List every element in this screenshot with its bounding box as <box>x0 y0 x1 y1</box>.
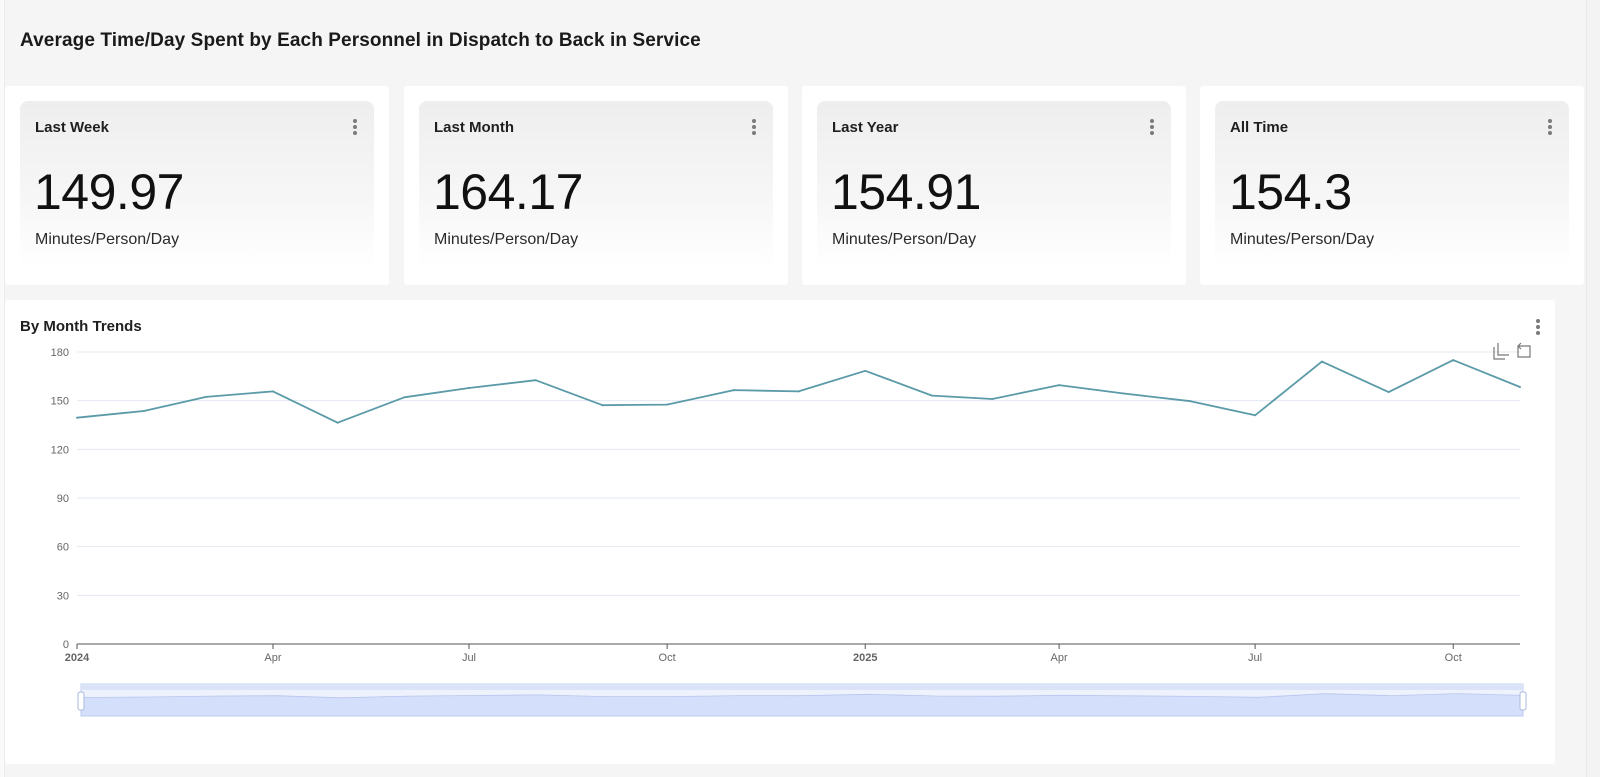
kpi-card-last-month: Last Month 164.17 Minutes/Person/Day <box>419 101 773 269</box>
card-unit: Minutes/Person/Day <box>434 231 579 248</box>
data-point <box>205 395 208 398</box>
card-unit: Minutes/Person/Day <box>1230 231 1375 248</box>
card-unit: Minutes/Person/Day <box>832 231 977 248</box>
card-title: All Time <box>1230 119 1289 136</box>
data-point <box>666 403 669 406</box>
data-zoom-handle-right[interactable] <box>1519 691 1527 711</box>
y-tick-label: 180 <box>51 347 69 359</box>
data-point <box>403 396 406 399</box>
card-unit: Minutes/Person/Day <box>35 231 180 248</box>
card-last-month-panel: Last Month 164.17 Minutes/Person/Day <box>404 86 788 285</box>
card-value: 154.91 <box>831 164 981 220</box>
data-point <box>1058 384 1061 387</box>
card-value: 164.17 <box>433 164 583 220</box>
y-tick-label: 60 <box>57 542 69 554</box>
x-tick-label: Apr <box>1051 652 1068 664</box>
data-point <box>1122 392 1125 395</box>
y-tick-label: 150 <box>51 396 69 408</box>
y-tick-label: 90 <box>57 493 69 505</box>
chart-more-options-icon[interactable] <box>1533 318 1543 336</box>
chart-title: By Month Trends <box>20 318 142 335</box>
data-point <box>76 416 78 419</box>
more-options-icon[interactable] <box>1147 118 1157 136</box>
data-zoom-preview <box>80 693 1524 717</box>
card-title: Last Year <box>832 119 899 136</box>
card-title: Last Month <box>434 119 514 136</box>
data-point <box>1189 400 1192 403</box>
page-title: Average Time/Day Spent by Each Personnel… <box>20 30 701 51</box>
y-tick-label: 120 <box>51 444 69 456</box>
x-tick-label: 2025 <box>853 652 877 664</box>
right-scrollbar[interactable] <box>1586 0 1600 777</box>
card-value: 154.3 <box>1229 164 1352 220</box>
card-value: 149.97 <box>34 164 184 220</box>
data-point <box>931 394 934 397</box>
data-point <box>142 410 145 413</box>
data-point <box>534 379 537 382</box>
more-options-icon[interactable] <box>1545 118 1555 136</box>
zoom-reset-icon[interactable] <box>1517 342 1531 358</box>
data-point <box>336 421 339 424</box>
kpi-card-last-week: Last Week 149.97 Minutes/Person/Day <box>20 101 374 269</box>
more-options-icon[interactable] <box>749 118 759 136</box>
data-zoom-icon[interactable] <box>1493 343 1509 360</box>
data-point <box>1452 359 1455 362</box>
data-zoom-handle-left[interactable] <box>77 691 85 711</box>
data-point <box>1254 414 1257 417</box>
data-zoom-move-bar[interactable] <box>81 684 1523 690</box>
more-options-icon[interactable] <box>350 118 360 136</box>
data-point <box>467 387 470 390</box>
kpi-card-all-time: All Time 154.3 Minutes/Person/Day <box>1215 101 1569 269</box>
data-point <box>732 389 735 392</box>
data-point <box>271 390 274 393</box>
data-point <box>991 398 994 401</box>
data-point <box>1320 360 1323 363</box>
x-tick-label: 2024 <box>65 652 90 664</box>
left-border <box>0 0 5 777</box>
data-point <box>797 390 800 393</box>
data-point <box>864 369 867 372</box>
data-point <box>601 404 604 407</box>
x-tick-label: Apr <box>264 652 281 664</box>
x-tick-label: Jul <box>1248 652 1262 664</box>
card-last-year-panel: Last Year 154.91 Minutes/Person/Day <box>802 86 1186 285</box>
x-tick-label: Jul <box>462 652 476 664</box>
y-tick-label: 0 <box>63 639 69 651</box>
trend-chart: 0 30 60 90 120 150 180 2024 Apr Jul Oct 2025 Apr Jul O… <box>51 342 1531 717</box>
kpi-card-last-year: Last Year 154.91 Minutes/Person/Day <box>817 101 1171 269</box>
y-tick-label: 30 <box>57 590 69 602</box>
card-last-week-panel: Last Week 149.97 Minutes/Person/Day <box>5 86 389 285</box>
chart-panel: By Month Trends 0 30 60 90 120 150 180 2024 Apr J… <box>5 300 1555 764</box>
card-title: Last Week <box>35 119 109 136</box>
card-all-time-panel: All Time 154.3 Minutes/Person/Day <box>1200 86 1584 285</box>
data-point <box>1519 386 1521 389</box>
x-tick-label: Oct <box>659 652 676 664</box>
data-point <box>1387 391 1390 394</box>
x-tick-label: Oct <box>1445 652 1462 664</box>
